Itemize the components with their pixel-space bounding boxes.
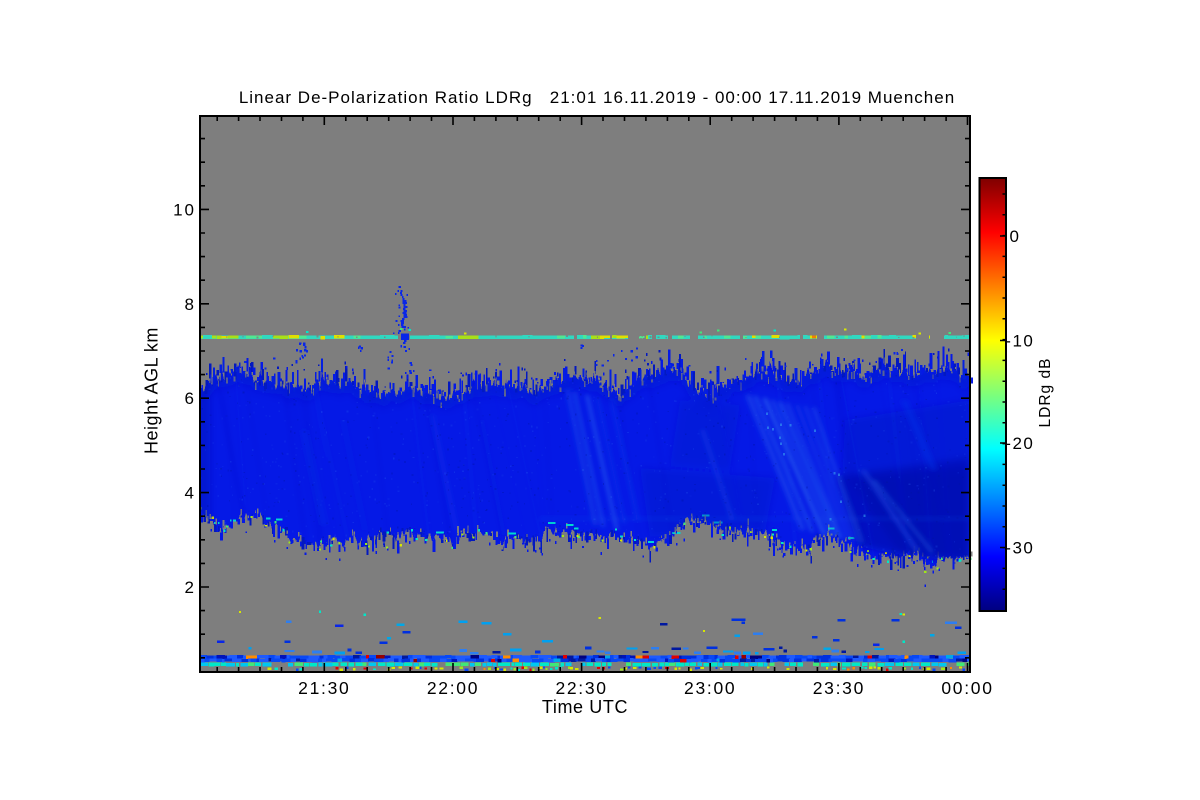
- svg-text:-10: -10: [1005, 332, 1034, 351]
- svg-text:22:30: 22:30: [555, 678, 607, 698]
- svg-text:2: 2: [185, 578, 196, 597]
- svg-text:Height AGL km: Height AGL km: [142, 327, 162, 454]
- svg-text:6: 6: [185, 389, 196, 408]
- svg-text:-20: -20: [1005, 434, 1034, 453]
- svg-text:22:00: 22:00: [427, 678, 479, 698]
- svg-text:0: 0: [1010, 227, 1021, 246]
- svg-text:23:00: 23:00: [684, 678, 736, 698]
- svg-text:4: 4: [185, 484, 196, 503]
- svg-text:-30: -30: [1005, 539, 1034, 558]
- svg-text:00:00: 00:00: [941, 678, 993, 698]
- svg-text:8: 8: [185, 295, 196, 314]
- svg-text:LDRg dB: LDRg dB: [1037, 358, 1054, 428]
- svg-text:23:30: 23:30: [813, 678, 865, 698]
- svg-text:21:30: 21:30: [298, 678, 350, 698]
- svg-text:10: 10: [173, 200, 196, 219]
- svg-text:Time UTC: Time UTC: [542, 697, 628, 717]
- svg-text:Linear De-Polarization Ratio L: Linear De-Polarization Ratio LDRg 21:01 …: [239, 88, 955, 107]
